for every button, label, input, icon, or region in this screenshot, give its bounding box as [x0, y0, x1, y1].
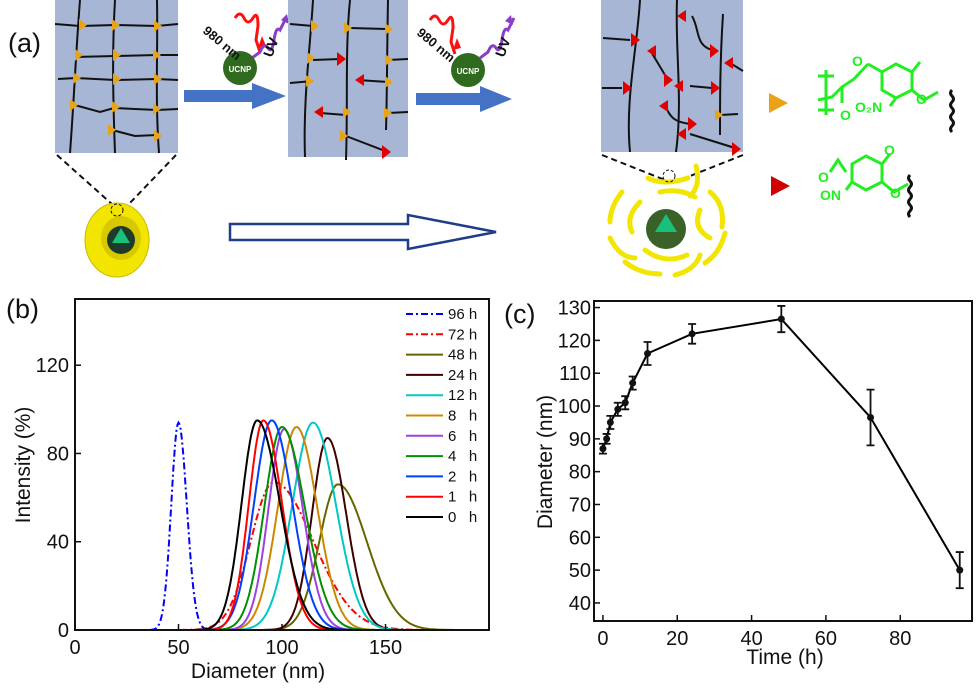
series-line-7	[75, 425, 489, 631]
data-line	[601, 317, 961, 571]
data-point	[629, 379, 637, 387]
chem-nitroso-label: ON	[820, 187, 841, 203]
series-line-6	[75, 428, 489, 631]
x-axis-title: Diameter (nm)	[191, 660, 325, 683]
plot-frame	[74, 298, 490, 631]
chem-oxygen-label: O	[890, 185, 901, 201]
series-line-0	[75, 420, 489, 631]
legend-label-6: 6 h	[448, 428, 477, 445]
x-axis-title: Time (h)	[746, 646, 823, 669]
series-line-10	[75, 419, 489, 631]
x-tick-label: 0	[69, 637, 80, 659]
data-point	[644, 350, 652, 358]
legend-label-7: 4 h	[448, 448, 477, 465]
gold-triangle-icon	[769, 93, 788, 113]
y-tick-label: 70	[569, 494, 591, 516]
chem-oxygen-label: O	[916, 91, 927, 107]
x-tick-label: 0	[597, 628, 608, 650]
dissociated-particle-icon	[607, 163, 728, 278]
plot-frame	[593, 300, 973, 622]
chem-nitro-label: O₂N	[855, 99, 882, 115]
x-tick-label: 60	[815, 628, 837, 650]
data-point	[688, 330, 696, 338]
y-tick-label: 120	[36, 355, 69, 377]
chem-aldehyde-label: O	[818, 169, 829, 185]
series-line-4	[75, 421, 489, 631]
chem-carbonyl-label: O	[840, 107, 851, 123]
data-point	[599, 445, 607, 453]
x-tick-label: 80	[889, 628, 911, 650]
data-point	[956, 566, 964, 574]
y-tick-label: 50	[569, 560, 591, 582]
legend-label-9: 1 h	[448, 489, 477, 506]
x-tick-label: 20	[666, 628, 688, 650]
series-line-9	[75, 419, 489, 631]
reaction-arrow-1	[184, 83, 286, 109]
legend-label-3: 24 h	[448, 367, 477, 384]
panel-label-a: (a)	[8, 28, 41, 58]
data-point	[603, 435, 611, 443]
y-tick-label: 120	[558, 330, 591, 352]
data-point	[606, 418, 614, 426]
y-tick-label: 100	[558, 396, 591, 418]
y-tick-label: 60	[569, 527, 591, 549]
series-line-5	[75, 425, 489, 631]
disassembly-arrow	[228, 213, 497, 251]
x-tick-label: 40	[740, 628, 762, 650]
ucnp-label: UCNP	[457, 67, 480, 76]
x-tick-label: 100	[265, 637, 298, 659]
legend-label-1: 72 h	[448, 326, 477, 343]
y-tick-label: 110	[559, 363, 591, 385]
legend-label-5: 8 h	[448, 408, 477, 425]
chem-structure-nitrobenzyl-ester: O O O₂N O	[817, 53, 955, 134]
reaction-arrow-2	[416, 86, 512, 112]
zoom-guide-lines	[601, 154, 744, 181]
legend-label-10: 0 h	[448, 509, 477, 526]
y-tick-label: 40	[569, 593, 591, 615]
y-tick-label: 0	[58, 620, 69, 642]
chem-oxygen-label: O	[884, 142, 895, 158]
dissociated-particle-core	[646, 169, 686, 249]
y-tick-label: 80	[47, 443, 69, 465]
data-point	[614, 405, 622, 413]
zoom-guide-lines	[56, 154, 177, 206]
y-tick-label: 80	[569, 462, 591, 484]
panel-c-diameter-chart: (c) Time (h) Diameter (nm) 0 20 40 60 80 40 50…	[504, 298, 973, 669]
chem-oxygen-label: O	[852, 53, 863, 69]
legend-label-4: 12 h	[448, 387, 477, 404]
x-tick-label: 50	[167, 637, 189, 659]
y-tick-label: 90	[569, 429, 591, 451]
chem-structure-nitrosobenzaldehyde: O ON O O	[818, 142, 913, 219]
series-line-3	[75, 436, 489, 631]
series-line-8	[75, 419, 489, 631]
legend-label-8: 2 h	[448, 468, 477, 485]
ucnp-sphere-icon: UCNP 980 nm UV	[414, 14, 516, 87]
legend-label-0: 96 h	[448, 306, 477, 323]
panel-label-c: (c)	[504, 299, 535, 329]
red-triangle-icon	[771, 176, 790, 196]
data-point	[867, 414, 875, 422]
panel-label-b: (b)	[6, 294, 39, 324]
core-shell-particle-icon	[84, 202, 150, 278]
ucnp-sphere-icon: UCNP 980 nm UV	[200, 12, 289, 85]
y-tick-label: 130	[558, 298, 591, 320]
data-point	[777, 315, 785, 323]
data-point	[621, 399, 629, 407]
y-axis-title: Intensity (%)	[12, 407, 35, 524]
legend-label-2: 48 h	[448, 347, 477, 364]
gel-network-partial-icon	[288, 0, 409, 161]
panel-b-dls-chart: (b) Diameter (nm) Intensity (%) 96 h 72 h…	[6, 294, 490, 683]
gel-network-cleaved-icon	[601, 0, 744, 156]
emission-label: UV	[492, 35, 514, 59]
y-tick-label: 40	[47, 532, 69, 554]
excitation-label: 980 nm	[200, 23, 244, 63]
panel-a: (a) UCNP	[8, 0, 955, 278]
ucnp-label: UCNP	[229, 65, 252, 74]
x-tick-label: 150	[369, 637, 402, 659]
y-axis-title: Diameter (nm)	[534, 395, 557, 529]
emission-label: UV	[260, 35, 282, 59]
gel-network-icon	[54, 0, 179, 154]
